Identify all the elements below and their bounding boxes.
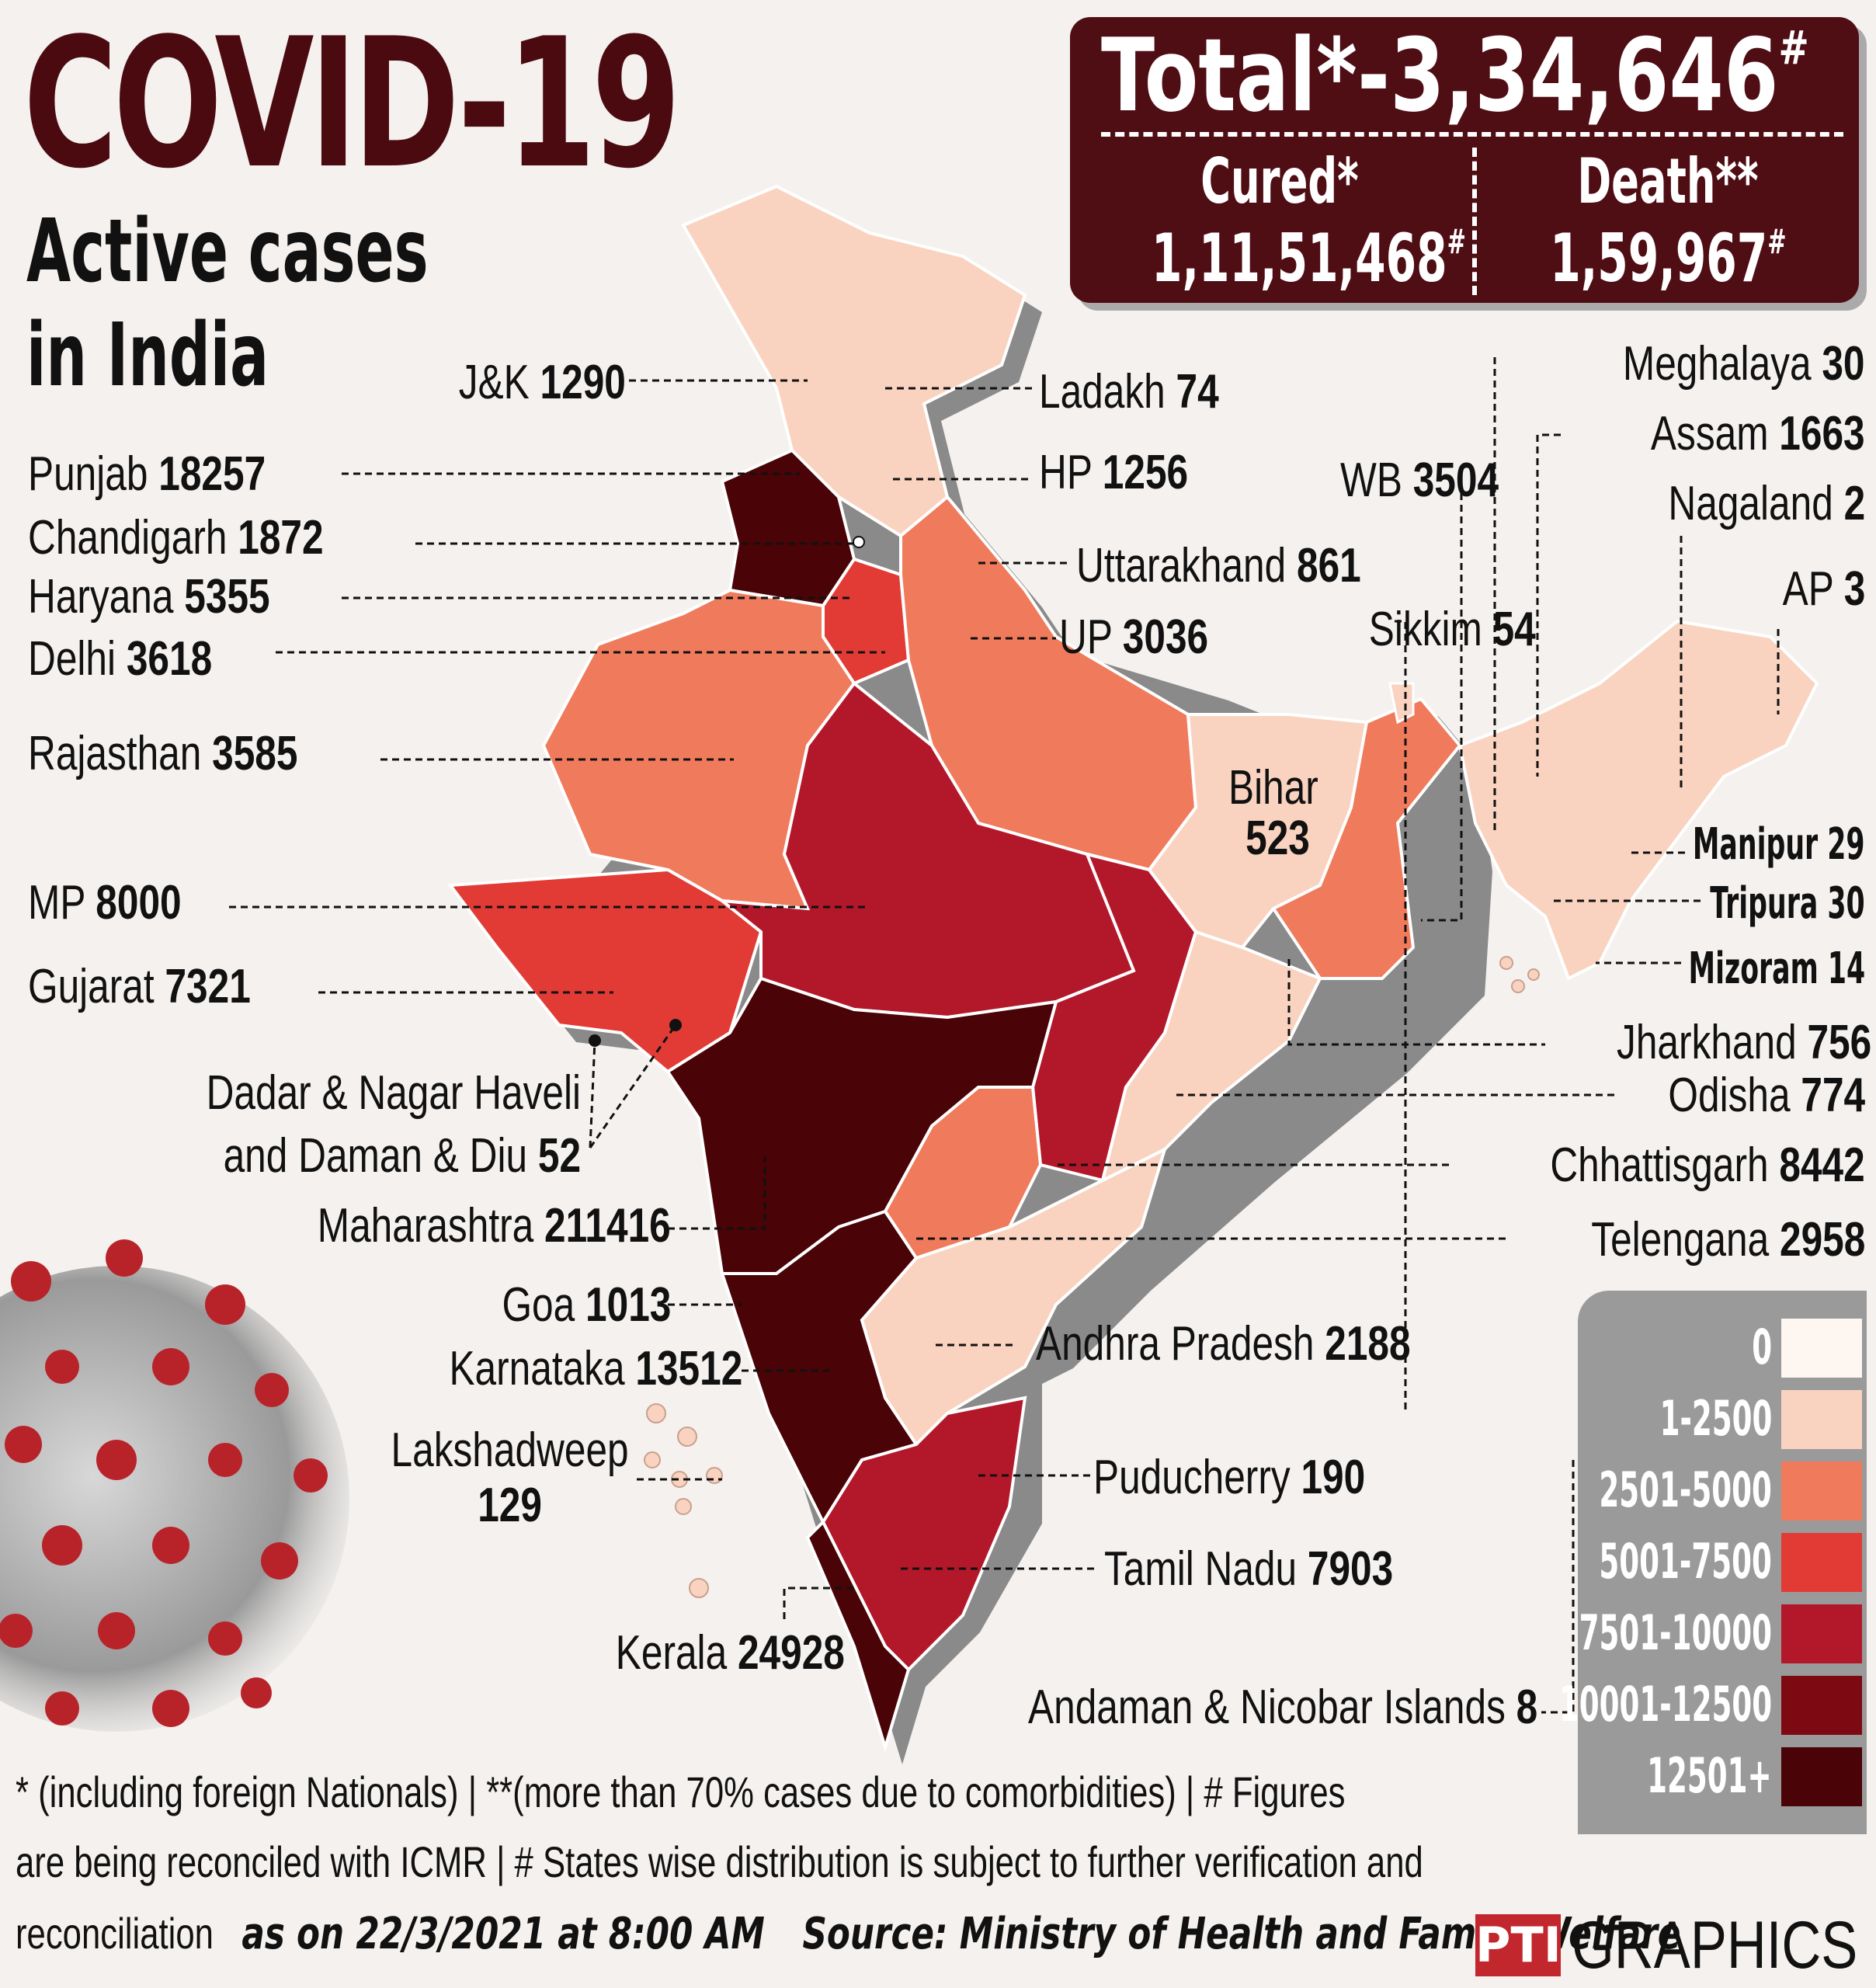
- total-count: Total*-3,34,646#: [1101, 25, 1809, 126]
- pti-graphics-brand: PTI GRAPHICS: [1475, 1912, 1876, 1985]
- virus-illustration: [0, 1239, 349, 1732]
- state-label-odisha: Odisha 774: [1668, 1069, 1865, 1122]
- state-label-uttarakhand: Uttarakhand 861: [1076, 539, 1361, 593]
- total-value: 3,34,646: [1390, 17, 1779, 134]
- state-label-punjab: Punjab 18257: [28, 447, 266, 501]
- legend-row: 2501-5000: [1578, 1461, 1867, 1524]
- total-mark: #: [1778, 21, 1809, 75]
- footnote-line3: reconciliation as on 22/3/2021 at 8:00 A…: [16, 1912, 1681, 1956]
- state-label-lakshadweep: Lakshadweep 129: [391, 1423, 629, 1533]
- state-label-nagaland: Nagaland 2: [1668, 477, 1865, 530]
- region-ap: [860, 1146, 1168, 1448]
- region-wb: [1271, 697, 1462, 980]
- state-label-dnh-dd: Dadar & Nagar Haveli and Daman & Diu 52: [206, 1066, 581, 1183]
- state-label-jk: J&K 1290: [458, 356, 626, 409]
- legend-swatch: [1781, 1533, 1862, 1592]
- death-mark: #: [1767, 222, 1787, 262]
- state-label-andaman-nicobar: Andaman & Nicobar Islands 8: [1027, 1680, 1537, 1734]
- subtitle-line1: Active cases: [26, 201, 429, 302]
- footnote-reconciliation: reconciliation: [16, 1909, 214, 1958]
- cured-count: 1,11,51,468#: [1152, 225, 1466, 293]
- legend-row: 0: [1578, 1319, 1867, 1381]
- state-label-meghalaya: Meghalaya 30: [1623, 337, 1865, 391]
- state-label-sikkim: Sikkim 54: [1368, 603, 1536, 656]
- region-kerala: [805, 1519, 911, 1753]
- legend-swatch: [1781, 1461, 1862, 1521]
- footnote-line2: are being reconciled with ICMR | # State…: [16, 1837, 1423, 1886]
- legend-swatch: [1781, 1676, 1862, 1735]
- state-label-rajasthan: Rajasthan 3585: [28, 727, 298, 780]
- totals-panel: Total*-3,34,646# Cured* 1,11,51,468# Dea…: [1070, 17, 1859, 303]
- legend-row: 5001-7500: [1578, 1533, 1867, 1595]
- legend-row: 7501-10000: [1578, 1604, 1867, 1667]
- brand-text: GRAPHICS: [1572, 1908, 1858, 1983]
- death-value: 1,59,967: [1550, 220, 1768, 297]
- total-label: Total*-: [1101, 17, 1391, 134]
- state-label-ladakh: Ladakh 74: [1039, 365, 1219, 419]
- state-label-manipur: Manipur 29: [1693, 819, 1865, 870]
- state-label-gujarat: Gujarat 7321: [28, 960, 251, 1013]
- color-legend: 0 1-2500 2501-5000 5001-7500 7501-10000 …: [1559, 1291, 1867, 1834]
- state-label-karnataka: Karnataka 13512: [449, 1342, 742, 1395]
- state-label-haryana: Haryana 5355: [28, 570, 270, 624]
- cured-mark: #: [1447, 222, 1466, 262]
- region-northeast: [1457, 619, 1819, 981]
- state-label-telengana: Telengana 2958: [1590, 1213, 1865, 1267]
- state-label-tamil-nadu: Tamil Nadu 7903: [1104, 1542, 1394, 1596]
- totals-divider-vertical: [1472, 148, 1477, 295]
- legend-row: 10001-12500: [1559, 1676, 1867, 1738]
- state-label-puducherry: Puducherry 190: [1093, 1451, 1366, 1504]
- state-label-chandigarh: Chandigarh 1872: [28, 511, 324, 565]
- legend-row: 12501+: [1578, 1747, 1867, 1809]
- state-label-assam: Assam 1663: [1651, 407, 1865, 461]
- state-label-tripura: Tripura 30: [1710, 878, 1865, 929]
- state-label-mp: MP 8000: [28, 876, 182, 930]
- state-label-ap-arunachal: AP 3: [1782, 562, 1865, 616]
- state-label-hp: HP 1256: [1039, 446, 1189, 499]
- state-label-jharkhand: Jharkhand 756: [1616, 1016, 1871, 1069]
- state-label-up: UP 3036: [1059, 610, 1209, 664]
- death-count: 1,59,967#: [1550, 222, 1787, 293]
- state-label-chhattisgarh: Chhattisgarh 8442: [1550, 1138, 1865, 1192]
- state-label-mizoram: Mizoram 14: [1688, 944, 1865, 994]
- page-title: COVID-19: [23, 1, 681, 208]
- region-odisha: [1100, 930, 1322, 1183]
- state-label-wb: WB 3504: [1339, 454, 1499, 507]
- state-label-delhi: Delhi 3618: [28, 632, 213, 686]
- state-label-kerala: Kerala 24928: [615, 1626, 845, 1680]
- state-label-goa: Goa 1013: [502, 1278, 671, 1332]
- legend-swatch: [1781, 1604, 1862, 1663]
- footnote-date: as on 22/3/2021 at 8:00 AM: [241, 1909, 765, 1959]
- state-label-bihar: Bihar 523: [1228, 761, 1318, 866]
- pti-logo: PTI: [1475, 1914, 1562, 1976]
- totals-divider-horizontal: [1101, 132, 1843, 137]
- state-label-maharashtra: Maharashtra 211416: [317, 1199, 671, 1253]
- legend-swatch: [1781, 1390, 1862, 1449]
- cured-label: Cured*: [1200, 145, 1359, 217]
- legend-swatch: [1781, 1747, 1862, 1806]
- footnote-line1: * (including foreign Nationals) | **(mor…: [16, 1767, 1346, 1816]
- cured-value: 1,11,51,468: [1152, 220, 1447, 297]
- legend-row: 1-2500: [1578, 1390, 1867, 1452]
- legend-swatch: [1781, 1319, 1862, 1378]
- death-label: Death**: [1577, 145, 1759, 217]
- state-label-andhra-pradesh: Andhra Pradesh 2188: [1036, 1317, 1411, 1371]
- subtitle-line2: in India: [26, 305, 269, 406]
